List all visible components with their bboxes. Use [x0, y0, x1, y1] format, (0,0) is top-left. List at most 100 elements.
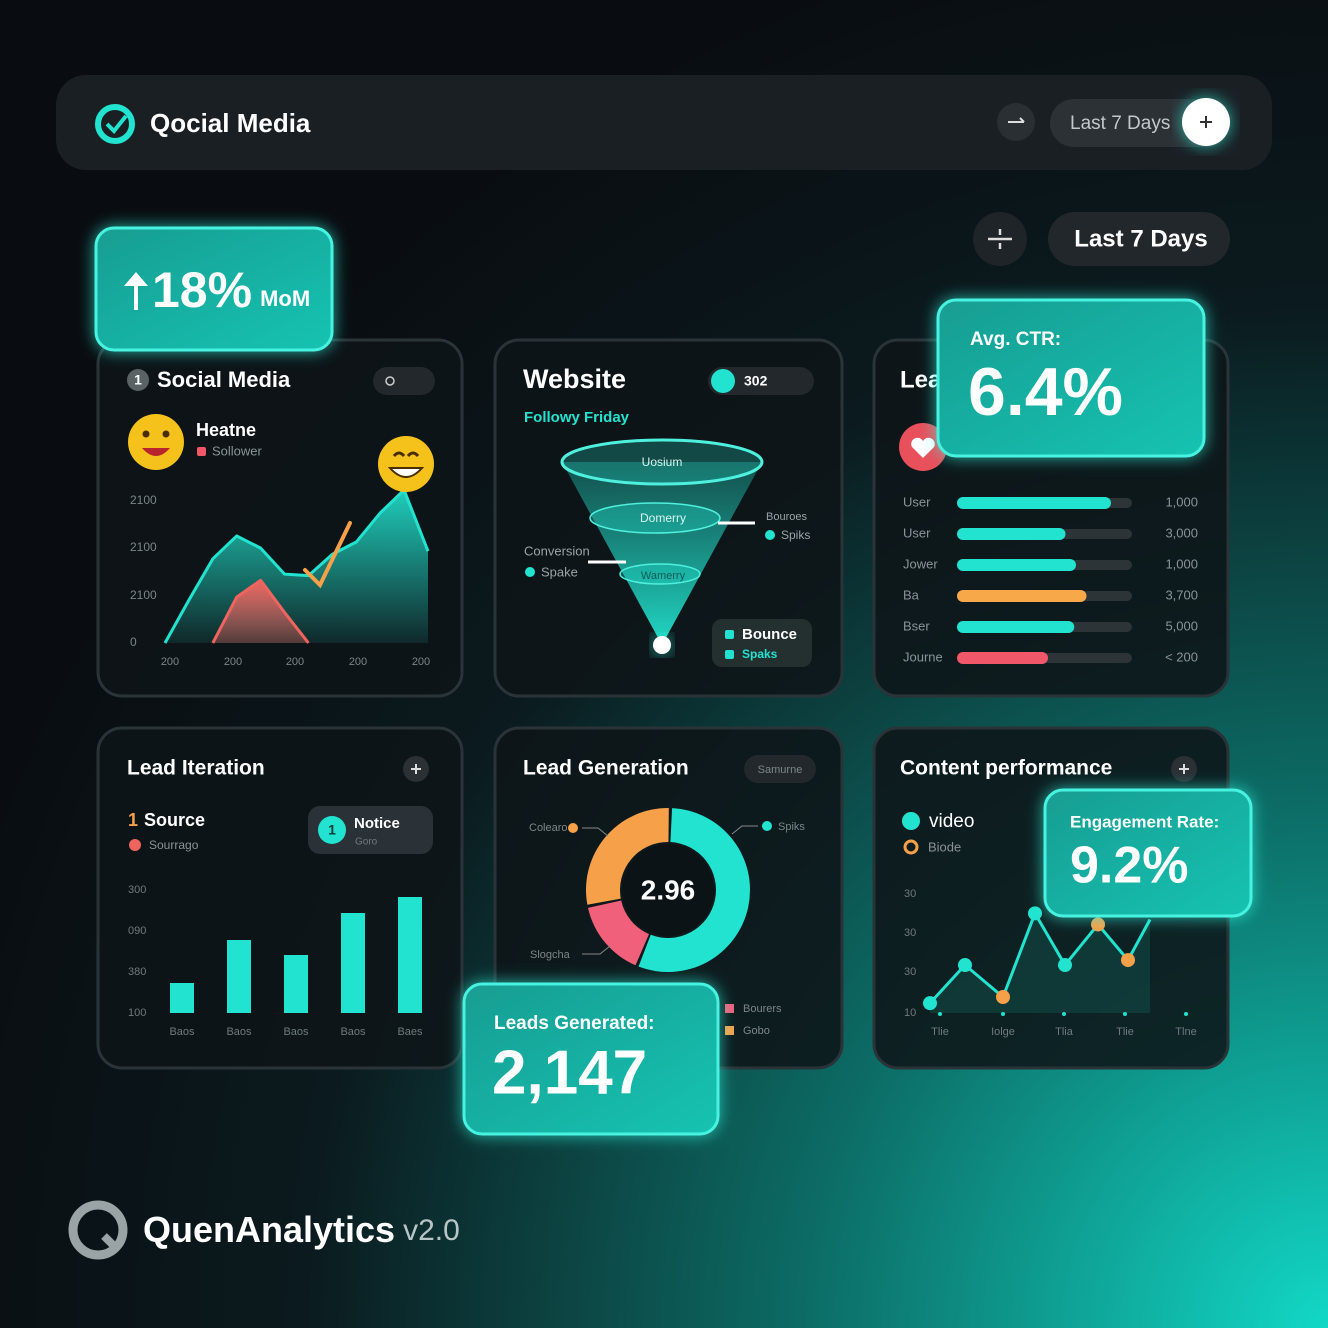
y-tick-label: 30	[904, 927, 916, 939]
pill-title: Notice	[354, 815, 400, 832]
engagement-overlay	[1043, 788, 1253, 918]
legend-swatch	[197, 447, 206, 456]
y-tick-label: 30	[904, 888, 916, 900]
y-tick-label: 0	[130, 635, 137, 649]
pill[interactable]	[708, 367, 814, 395]
x-tick-label: 200	[349, 656, 367, 668]
toggle[interactable]	[373, 367, 435, 395]
overlay-label: Leads Generated:	[494, 1013, 655, 1034]
legend-dot	[902, 812, 920, 830]
legend-swatch	[725, 1026, 734, 1035]
legend-label: Bourers	[743, 1003, 782, 1015]
x-tick-dot	[938, 1012, 942, 1016]
row-amount: < 200	[1165, 649, 1198, 664]
row-amount: 5,000	[1165, 618, 1198, 633]
donut-hole	[622, 844, 714, 936]
bar	[227, 940, 251, 1013]
footer-brand: QuenAnalytics v2.0	[143, 1209, 460, 1250]
bar	[957, 559, 1076, 571]
x-tick-label: Baes	[397, 1026, 423, 1038]
version: v2.0	[403, 1214, 460, 1247]
funnel-level	[619, 563, 701, 585]
badge-text: 1	[128, 810, 138, 830]
pill[interactable]	[744, 755, 816, 783]
overlay-value: 6.4%	[968, 354, 1123, 430]
funnel-level	[589, 502, 721, 534]
legend-swatch	[725, 1004, 734, 1013]
bar	[957, 652, 1048, 664]
range-pill[interactable]	[1048, 212, 1230, 266]
icon	[1179, 764, 1189, 774]
label: Slogcha	[530, 949, 571, 961]
heart	[911, 437, 935, 458]
y-tick-label: 2100	[130, 588, 157, 602]
x-tick-label: 200	[286, 656, 304, 668]
legend-label: Gobo	[743, 1025, 770, 1037]
bar	[284, 955, 308, 1013]
funnel	[562, 462, 762, 645]
source-title: Source	[144, 810, 205, 830]
funnel-label: Wamerry	[641, 570, 686, 582]
badge-text: 1	[134, 372, 142, 388]
area-line	[163, 488, 430, 644]
pill-text: Samurne	[758, 764, 803, 776]
legend-label: Bounce	[742, 626, 797, 643]
x-tick-dot	[1184, 1012, 1188, 1016]
card-title: Lead Generation	[523, 757, 689, 780]
mom-badge	[94, 226, 334, 352]
donut-center: 2.96	[641, 874, 696, 905]
point	[958, 958, 972, 973]
pill-icon	[318, 816, 346, 844]
overlay-label: Engagement Rate:	[1070, 812, 1219, 831]
y-tick-label: 100	[128, 1007, 146, 1019]
y-tick-label: 300	[128, 884, 146, 896]
row-label: Jower	[903, 556, 938, 571]
legend-box	[712, 619, 812, 667]
x-tick-label: 200	[224, 656, 242, 668]
row-label: Ba	[903, 587, 920, 602]
up-arrow	[124, 272, 148, 310]
point	[923, 996, 937, 1011]
leader	[582, 945, 611, 955]
header-bar	[56, 75, 1272, 170]
label: Spiks	[781, 528, 810, 542]
funnel-label: Domerry	[640, 511, 686, 525]
dot	[765, 530, 775, 540]
mom-value: 18%	[152, 262, 252, 318]
icon	[988, 229, 1012, 249]
legend-label: Biode	[928, 839, 961, 854]
bar	[170, 983, 194, 1013]
card-title: Website	[523, 364, 626, 394]
icon	[385, 376, 395, 386]
row-label: Journe	[903, 649, 943, 664]
funnel-label: Uosium	[642, 455, 683, 469]
x-tick-label: Baos	[169, 1026, 195, 1038]
emoji	[378, 436, 434, 492]
point	[1028, 906, 1042, 921]
range-label: Last 7 Days	[1070, 113, 1170, 134]
icon	[1200, 116, 1212, 128]
y-tick-label: 30	[904, 966, 916, 978]
card-title: Social Media	[157, 367, 291, 392]
pill[interactable]	[308, 806, 433, 854]
label: Bouroes	[766, 511, 807, 523]
pill-icon	[711, 369, 735, 393]
y-tick-label: 10	[904, 1007, 916, 1019]
card-title: Content performance	[900, 757, 1112, 780]
row-amount: 3,000	[1165, 525, 1198, 540]
area-fill	[165, 490, 428, 643]
leads-overlay	[462, 982, 720, 1136]
label: Colearo	[529, 822, 568, 834]
x-tick-label: Tlia	[1055, 1026, 1074, 1038]
bar	[398, 897, 422, 1013]
pill-badge: 1	[328, 822, 336, 838]
dot	[568, 823, 578, 833]
label: Spiks	[778, 821, 805, 833]
funnel-top	[560, 438, 764, 486]
badge	[127, 369, 149, 391]
x-tick-label: Baos	[340, 1026, 366, 1038]
y-tick-label: 2100	[130, 540, 157, 554]
bar	[957, 528, 1066, 540]
row-label: User	[903, 525, 931, 540]
